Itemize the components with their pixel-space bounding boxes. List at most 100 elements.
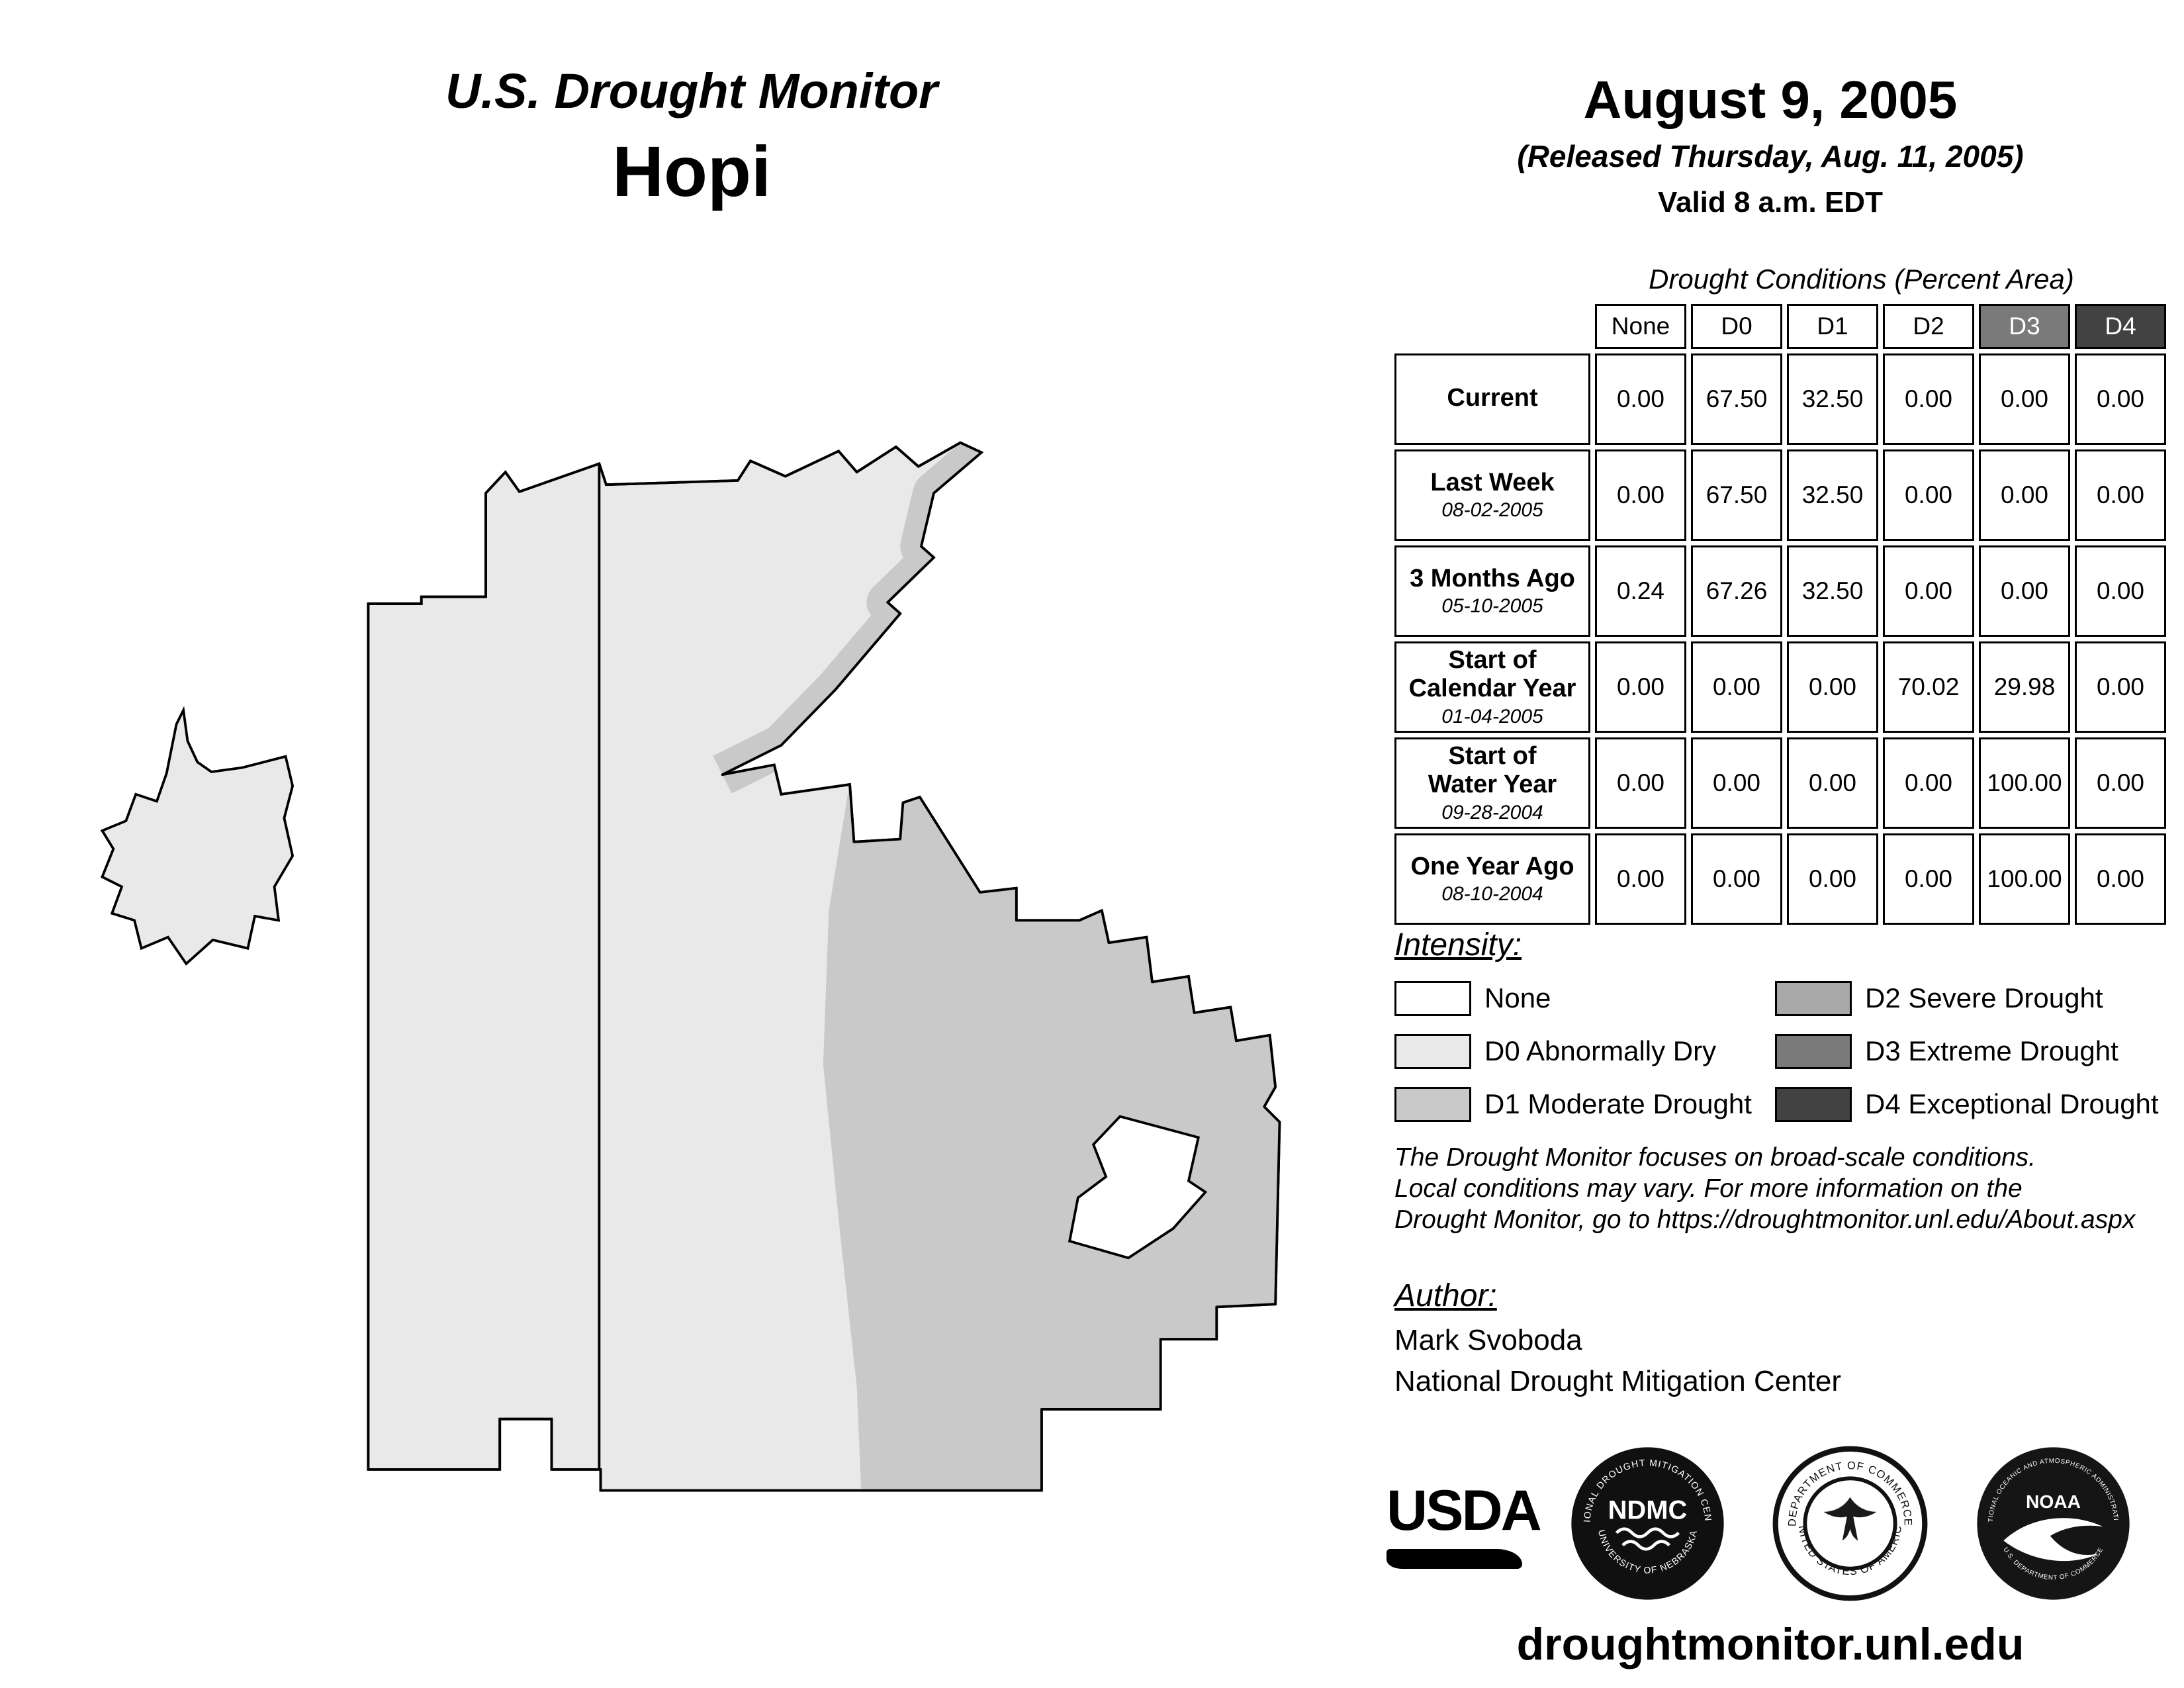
column-header-d0: D0 xyxy=(1691,304,1782,349)
value-cell: 0.00 xyxy=(1979,545,2070,637)
row-label-one-year-ago: One Year Ago 08-10-2004 xyxy=(1394,833,1590,925)
value-cell: 0.00 xyxy=(2075,449,2166,541)
value-cell: 0.00 xyxy=(1595,737,1686,829)
value-cell: 0.00 xyxy=(2075,833,2166,925)
legend-item-d1: D1 Moderate Drought xyxy=(1394,1086,1775,1122)
table-row: One Year Ago 08-10-2004 0.00 0.00 0.00 0… xyxy=(1394,833,2166,925)
column-header-none: None xyxy=(1595,304,1686,349)
column-header-d2: D2 xyxy=(1883,304,1974,349)
ndmc-logo-text: NDMC xyxy=(1608,1495,1687,1524)
value-cell: 100.00 xyxy=(1979,833,2070,925)
map-enclave-none xyxy=(1068,1115,1208,1260)
author-name: Mark Svoboda xyxy=(1394,1324,1582,1356)
value-cell: 0.00 xyxy=(1787,833,1878,925)
value-cell: 0.00 xyxy=(1691,833,1782,925)
legend-item-none: None xyxy=(1394,980,1775,1016)
ndmc-logo: NATIONAL DROUGHT MITIGATION CENTER UNIVE… xyxy=(1570,1446,1724,1600)
value-cell: 0.00 xyxy=(1691,737,1782,829)
legend-item-d0: D0 Abnormally Dry xyxy=(1394,1033,1775,1069)
agency-logos: USDA NATIONAL DROUGHT MITIGATION CENTER … xyxy=(1387,1444,2131,1602)
table-row: 3 Months Ago 05-10-2005 0.24 67.26 32.50… xyxy=(1394,545,2166,637)
legend-item-d3: D3 Extreme Drought xyxy=(1775,1033,2172,1069)
value-cell: 0.24 xyxy=(1595,545,1686,637)
legend-swatch-d0 xyxy=(1394,1033,1471,1069)
region-title: Hopi xyxy=(612,131,771,211)
value-cell: 0.00 xyxy=(1595,449,1686,541)
value-cell: 0.00 xyxy=(2075,737,2166,829)
table-row: Start of Water Year 09-28-2004 0.00 0.00… xyxy=(1394,737,2166,829)
legend-swatch-d3 xyxy=(1775,1033,1852,1069)
value-cell: 0.00 xyxy=(1595,641,1686,733)
doc-eagle-icon xyxy=(1823,1497,1877,1540)
value-cell: 67.26 xyxy=(1691,545,1782,637)
table-row: Current 0.00 67.50 32.50 0.00 0.00 0.00 xyxy=(1394,353,2166,445)
drought-conditions-table: None D0 D1 D2 D3 D4 Current 0.00 67.50 3… xyxy=(1390,299,2171,929)
value-cell: 0.00 xyxy=(1883,545,1974,637)
usda-logo-text: USDA xyxy=(1387,1478,1542,1542)
value-cell: 0.00 xyxy=(1979,449,2070,541)
value-cell: 0.00 xyxy=(1883,737,1974,829)
noaa-logo: NATIONAL OCEANIC AND ATMOSPHERIC ADMINIS… xyxy=(1976,1446,2130,1600)
monitor-title: U.S. Drought Monitor xyxy=(445,64,938,118)
value-cell: 32.50 xyxy=(1787,545,1878,637)
value-cell: 0.00 xyxy=(1595,833,1686,925)
value-cell: 67.50 xyxy=(1691,353,1782,445)
date-block: August 9, 2005 (Released Thursday, Aug. … xyxy=(1416,70,2124,219)
map-date: August 9, 2005 xyxy=(1583,70,1958,129)
legend-swatch-d2 xyxy=(1775,980,1852,1016)
value-cell: 0.00 xyxy=(1595,353,1686,445)
author-organization: National Drought Mitigation Center xyxy=(1394,1365,1842,1397)
value-cell: 0.00 xyxy=(1691,641,1782,733)
value-cell: 70.02 xyxy=(1883,641,1974,733)
row-label-start-water-year: Start of Water Year 09-28-2004 xyxy=(1394,737,1590,829)
usda-logo: USDA xyxy=(1387,1478,1542,1569)
ndmc-wave-icon xyxy=(1621,1539,1670,1551)
intensity-legend: None D0 Abnormally Dry D1 Moderate Droug… xyxy=(1394,972,2172,1131)
map-region-d1-moderate-drought xyxy=(823,749,1280,1491)
value-cell: 0.00 xyxy=(2075,641,2166,733)
table-row: Last Week 08-02-2005 0.00 67.50 32.50 0.… xyxy=(1394,449,2166,541)
column-header-d3: D3 xyxy=(1979,304,2070,349)
value-cell: 0.00 xyxy=(2075,545,2166,637)
legend-item-d2: D2 Severe Drought xyxy=(1775,980,2172,1016)
row-label-3-months-ago: 3 Months Ago 05-10-2005 xyxy=(1394,545,1590,637)
column-header-d4: D4 xyxy=(2075,304,2166,349)
legend-swatch-d1 xyxy=(1394,1086,1471,1122)
disclaimer-text: The Drought Monitor focuses on broad-sca… xyxy=(1394,1143,2136,1234)
row-label-last-week: Last Week 08-02-2005 xyxy=(1394,449,1590,541)
legend-item-d4: D4 Exceptional Drought xyxy=(1775,1086,2172,1122)
legend-swatch-d4 xyxy=(1775,1086,1852,1122)
legend-swatch-none xyxy=(1394,980,1471,1016)
value-cell: 29.98 xyxy=(1979,641,2070,733)
value-cell: 0.00 xyxy=(1883,353,1974,445)
row-label-current: Current xyxy=(1394,353,1590,445)
noaa-seagull-icon xyxy=(2003,1517,2103,1561)
title-block: U.S. Drought Monitor Hopi xyxy=(278,63,1105,212)
value-cell: 0.00 xyxy=(1787,737,1878,829)
value-cell: 0.00 xyxy=(1883,833,1974,925)
footer-url: droughtmonitor.unl.edu xyxy=(1516,1619,2025,1669)
value-cell: 32.50 xyxy=(1787,353,1878,445)
table-row: Start of Calendar Year 01-04-2005 0.00 0… xyxy=(1394,641,2166,733)
value-cell: 0.00 xyxy=(1979,353,2070,445)
value-cell: 0.00 xyxy=(2075,353,2166,445)
author-title: Author: xyxy=(1394,1278,1497,1313)
table-corner-cell xyxy=(1394,304,1590,349)
value-cell: 32.50 xyxy=(1787,449,1878,541)
value-cell: 100.00 xyxy=(1979,737,2070,829)
table-title: Drought Conditions (Percent Area) xyxy=(1649,263,2074,295)
map-outline xyxy=(367,441,1281,1492)
value-cell: 0.00 xyxy=(1787,641,1878,733)
row-label-start-calendar-year: Start of Calendar Year 01-04-2005 xyxy=(1394,641,1590,733)
valid-time: Valid 8 a.m. EDT xyxy=(1658,186,1883,218)
value-cell: 0.00 xyxy=(1883,449,1974,541)
release-date: (Released Thursday, Aug. 11, 2005) xyxy=(1517,139,2024,173)
column-header-d1: D1 xyxy=(1787,304,1878,349)
map-west-exclave xyxy=(100,706,295,966)
ndmc-wave-icon xyxy=(1615,1526,1680,1538)
intensity-title: Intensity: xyxy=(1394,927,1522,962)
value-cell: 67.50 xyxy=(1691,449,1782,541)
noaa-logo-text: NOAA xyxy=(2026,1491,2081,1512)
usda-swoosh-icon xyxy=(1387,1548,1522,1569)
